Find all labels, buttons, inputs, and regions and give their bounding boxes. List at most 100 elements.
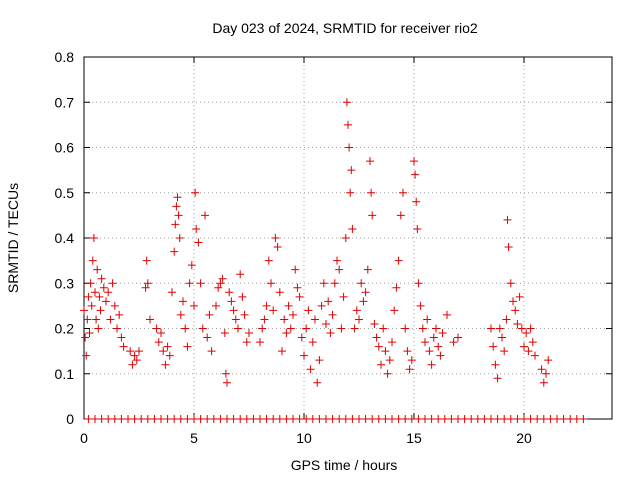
data-point (172, 202, 181, 211)
data-point (392, 283, 401, 292)
data-point (381, 347, 390, 356)
data-point (528, 338, 537, 347)
data-point (221, 369, 230, 378)
data-point (267, 279, 275, 288)
data-point (504, 243, 513, 252)
data-point (207, 347, 216, 356)
data-points (80, 98, 588, 423)
data-point (275, 288, 284, 297)
data-point (302, 324, 311, 333)
data-point (238, 292, 247, 301)
x-tick-label: 5 (190, 430, 198, 446)
data-point (372, 333, 381, 342)
data-point (344, 120, 352, 129)
data-point (83, 315, 92, 324)
data-point (352, 306, 361, 315)
y-tick-label: 0.3 (55, 275, 75, 291)
data-point (427, 360, 436, 369)
data-point (542, 369, 550, 378)
data-point (399, 188, 407, 197)
data-point (524, 347, 533, 356)
data-point (401, 324, 410, 333)
data-point (205, 310, 214, 319)
data-point (429, 333, 438, 342)
chart-title: Day 023 of 2024, SRMTID for receiver rio… (212, 20, 478, 36)
data-point (308, 338, 317, 347)
data-point (262, 301, 271, 310)
data-point (367, 188, 376, 197)
data-point (214, 283, 223, 292)
data-point (130, 351, 139, 360)
data-point (337, 324, 346, 333)
data-point (154, 338, 163, 347)
data-point (357, 279, 366, 288)
data-point (181, 324, 190, 333)
data-point (361, 288, 370, 297)
data-point (315, 356, 324, 365)
data-point (328, 310, 337, 319)
data-point (128, 360, 137, 369)
y-tick-label: 0 (66, 411, 74, 427)
data-point (350, 324, 359, 333)
data-point (256, 338, 264, 347)
data-point (223, 378, 231, 387)
y-axis-label: SRMTID / TECUs (5, 183, 21, 293)
data-point (203, 333, 212, 342)
x-tick-label: 20 (516, 430, 532, 446)
data-point (95, 292, 104, 301)
x-tick-label: 0 (80, 430, 88, 446)
data-point (311, 315, 319, 324)
data-point (335, 265, 344, 274)
data-point (432, 324, 440, 333)
data-point (520, 342, 528, 351)
data-point (168, 288, 176, 297)
data-point (260, 315, 269, 324)
data-point (405, 365, 414, 374)
data-point (104, 288, 113, 297)
data-point (174, 211, 183, 220)
data-point (434, 342, 443, 351)
data-point (185, 279, 194, 288)
data-point (88, 256, 97, 265)
data-point (421, 338, 429, 347)
data-point (377, 360, 385, 369)
data-point (146, 315, 154, 324)
data-point (191, 188, 200, 197)
data-point (218, 274, 227, 283)
data-point (348, 224, 357, 233)
data-point (84, 292, 93, 301)
x-tick-label: 15 (406, 430, 422, 446)
data-point (493, 374, 502, 383)
data-point (80, 306, 88, 315)
data-point (227, 297, 236, 306)
data-point (388, 338, 396, 347)
data-point (142, 256, 151, 265)
data-point (539, 378, 548, 387)
data-point (498, 333, 506, 342)
data-point (324, 297, 333, 306)
data-point (526, 324, 535, 333)
data-point (190, 301, 198, 310)
data-point (491, 360, 500, 369)
data-point (503, 215, 512, 224)
data-point (97, 274, 106, 283)
data-point (87, 301, 96, 310)
data-point (280, 315, 289, 324)
data-point (242, 338, 251, 347)
data-point (258, 324, 267, 333)
data-point (289, 310, 297, 319)
data-point (342, 98, 351, 107)
data-point (319, 279, 328, 288)
data-point (99, 283, 108, 292)
data-point (317, 301, 326, 310)
data-point (436, 351, 445, 360)
data-point (273, 243, 282, 252)
data-point (454, 333, 462, 342)
data-point (347, 166, 356, 175)
data-point (416, 301, 425, 310)
data-point (544, 356, 553, 365)
x-axis-ticks: 0 5 10 15 20 (80, 57, 532, 446)
data-point (396, 211, 405, 220)
data-point (86, 279, 95, 288)
data-point (438, 329, 447, 338)
